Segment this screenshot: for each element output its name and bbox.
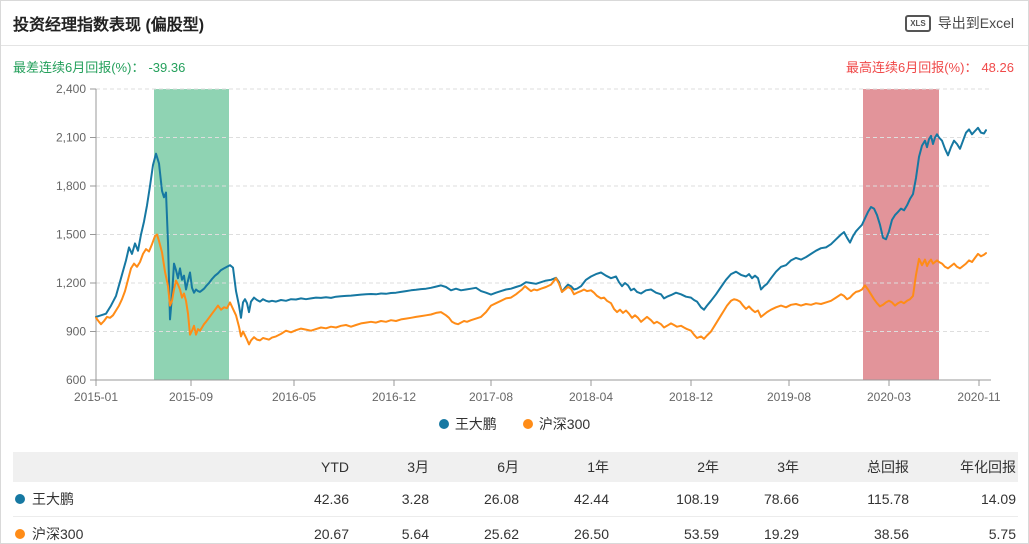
col-header-3y: 3年 — [721, 452, 801, 482]
cell-manager-2y: 108.19 — [676, 491, 719, 507]
y-tick-label: 2,400 — [56, 82, 86, 96]
cell-benchmark-6m: 25.62 — [483, 526, 519, 542]
cell-manager-ytd: 42.36 — [313, 491, 349, 507]
y-tick-label: 2,100 — [56, 131, 86, 145]
legend-label-benchmark: 沪深300 — [538, 416, 591, 432]
legend-dot-blue — [438, 419, 449, 429]
x-tick-label: 2020-03 — [867, 390, 911, 404]
y-tick-label: 1,500 — [56, 228, 86, 242]
worst-6m-return: 最差连续6月回报(%)： -39.36 — [13, 57, 185, 76]
y-tick-label: 600 — [66, 373, 86, 387]
chart-legend: 王大鹏 沪深300 — [1, 410, 1028, 438]
x-tick-label: 2016-05 — [272, 390, 316, 404]
legend-dot-orange — [522, 419, 533, 429]
best-6m-return-label: 最高连续6月回报(%)： — [846, 59, 978, 75]
series-dot-blue — [15, 494, 25, 504]
col-header-2y: 2年 — [611, 452, 721, 482]
cell-benchmark-3m: 5.64 — [401, 526, 429, 542]
cell-manager-6m: 26.08 — [483, 491, 519, 507]
cell-manager-3m: 3.28 — [401, 491, 429, 507]
row-name-benchmark: 沪深300 — [32, 526, 84, 542]
cell-benchmark-annualized: 5.75 — [988, 526, 1016, 542]
col-header-6m: 6月 — [431, 452, 521, 482]
y-tick-label: 1,200 — [56, 276, 86, 290]
cell-benchmark-2y: 53.59 — [683, 526, 719, 542]
best-6m-return-value: 48.26 — [981, 59, 1014, 75]
table-row-benchmark: 沪深300 20.67 5.64 25.62 26.50 53.59 19.29… — [13, 517, 1018, 544]
col-header-name — [13, 452, 281, 482]
performance-line-chart[interactable]: 600 900 1,200 1,500 1,800 2,100 2,400 2015-01 20… — [1, 80, 1029, 410]
x-tick-label: 2015-01 — [74, 390, 118, 404]
table-row-manager: 王大鹏 42.36 3.28 26.08 42.44 108.19 78.66 … — [13, 482, 1018, 517]
cell-benchmark-3y: 19.29 — [763, 526, 799, 542]
col-header-3m: 3月 — [351, 452, 431, 482]
panel-title: 投资经理指数表现 (偏股型) — [13, 17, 205, 34]
y-tick-label: 900 — [66, 325, 86, 339]
cell-benchmark-ytd: 20.67 — [313, 526, 349, 542]
x-tick-label: 2018-12 — [669, 390, 713, 404]
x-tick-label: 2018-04 — [569, 390, 613, 404]
x-tick-label: 2019-08 — [767, 390, 811, 404]
xls-file-icon: XLS — [905, 14, 931, 32]
series-dot-orange — [15, 529, 25, 539]
x-tick-label: 2016-12 — [372, 390, 416, 404]
col-header-annualized-return: 年化回报 — [911, 452, 1018, 482]
col-header-ytd: YTD — [281, 452, 351, 482]
col-header-total-return: 总回报 — [801, 452, 911, 482]
export-label: 导出到Excel — [937, 15, 1014, 31]
cell-manager-annualized: 14.09 — [980, 491, 1016, 507]
cell-manager-3y: 78.66 — [763, 491, 799, 507]
cell-benchmark-total: 38.56 — [873, 526, 909, 542]
table-header-row: YTD 3月 6月 1年 2年 3年 总回报 年化回报 — [13, 452, 1018, 482]
best-6m-return: 最高连续6月回报(%)： 48.26 — [846, 57, 1014, 76]
row-name-manager: 王大鹏 — [32, 491, 74, 507]
y-tick-label: 1,800 — [56, 179, 86, 193]
cell-manager-1y: 42.44 — [573, 491, 609, 507]
x-tick-label: 2015-09 — [169, 390, 213, 404]
legend-item-benchmark[interactable]: 沪深300 — [522, 414, 591, 434]
export-to-excel-button[interactable]: XLS 导出到Excel — [905, 13, 1014, 33]
col-header-1y: 1年 — [521, 452, 611, 482]
series-line-manager — [95, 126, 987, 321]
worst-6m-return-label: 最差连续6月回报(%)： — [13, 59, 145, 75]
performance-table: YTD 3月 6月 1年 2年 3年 总回报 年化回报 王大鹏 42.36 3 — [13, 452, 1018, 544]
legend-item-manager[interactable]: 王大鹏 — [438, 414, 497, 434]
cell-manager-total: 115.78 — [867, 491, 909, 507]
return-stats-row: 最差连续6月回报(%)： -39.36 最高连续6月回报(%)： 48.26 — [1, 46, 1028, 80]
worst-6m-return-value: -39.36 — [148, 59, 186, 75]
panel-header: 投资经理指数表现 (偏股型) XLS 导出到Excel — [1, 1, 1028, 46]
cell-benchmark-1y: 26.50 — [573, 526, 609, 542]
x-tick-label: 2020-11 — [957, 390, 1000, 404]
x-tick-label: 2017-08 — [469, 390, 513, 404]
chart-area: 600 900 1,200 1,500 1,800 2,100 2,400 2015-01 20… — [1, 80, 1028, 410]
legend-label-manager: 王大鹏 — [454, 416, 497, 432]
series-line-benchmark — [95, 233, 987, 346]
